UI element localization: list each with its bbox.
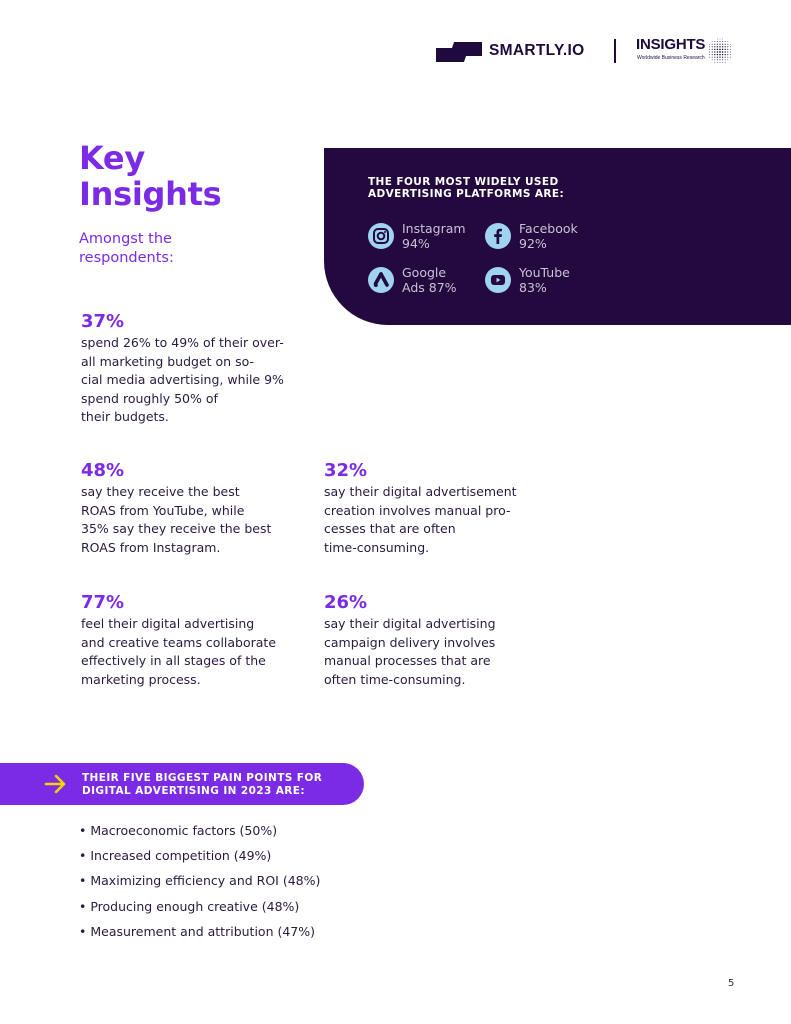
stat-text-line: spend 26% to 49% of their over- [81, 335, 284, 350]
stat-text-line: and creative teams collaborate [81, 634, 277, 650]
google-ads-icon [368, 267, 394, 293]
stat-value: 37% [81, 311, 125, 332]
platforms-panel-title-line1: THE FOUR MOST WIDELY USED [368, 176, 559, 188]
platform-google-ads-share: Ads 87% [402, 280, 457, 295]
platform-google-ads-name: Google [402, 265, 447, 280]
pain-points-list: • Macroeconomic factors (50%) • Increase… [79, 822, 320, 948]
page-subtitle-line2: respondents: [79, 250, 174, 266]
pain-points-title: THEIR FIVE BIGGEST PAIN POINTS FOR DIGIT… [82, 772, 322, 797]
list-item: • Macroeconomic factors (50%) [79, 823, 278, 838]
platform-instagram: Instagram 94% [368, 221, 466, 251]
platform-facebook: Facebook 92% [485, 221, 578, 251]
smartly-brand: SMARTLY.IO [489, 42, 585, 59]
stat-text-line: say their digital advertising [324, 616, 496, 631]
platform-facebook-share: 92% [519, 236, 547, 251]
stat-team-collaboration: 77% feel their digital advertising and c… [81, 593, 276, 689]
list-item: • Increased competition (49%) [79, 848, 272, 864]
stat-ad-creation: 32% say their digital advertisement crea… [324, 461, 517, 557]
stat-text-line: cesses that are often [324, 521, 456, 537]
page-number: 5 [728, 978, 735, 989]
stat-text-line: ROAS from YouTube, while [81, 502, 245, 518]
stat-text-line: manual processes that are [324, 653, 491, 669]
platform-google-ads-label: Google Ads 87% [402, 265, 457, 295]
stat-text-line: effectively in all stages of the [81, 653, 266, 669]
globe-dots-icon [709, 38, 731, 63]
platform-facebook-name: Facebook [519, 221, 578, 236]
insights-brand: INSIGHTS [636, 36, 706, 53]
platform-youtube: YouTube 83% [485, 265, 570, 295]
platform-instagram-share: 94% [402, 236, 430, 251]
list-item: • Producing enough creative (48%) [79, 898, 300, 914]
page-title-line2: Insights [79, 175, 222, 213]
platform-instagram-label: Instagram 94% [402, 221, 466, 251]
facebook-icon [485, 223, 511, 249]
stat-text-line: time-consuming. [324, 539, 430, 555]
stat-value: 32% [324, 460, 368, 481]
page-title-line1: Key [79, 139, 145, 177]
stat-campaign-delivery: 26% say their digital advertising campai… [324, 593, 496, 689]
platforms-panel: THE FOUR MOST WIDELY USED ADVERTISING PL… [324, 148, 791, 325]
stat-text-line: feel their digital advertising [81, 616, 255, 631]
platform-google-ads: Google Ads 87% [368, 265, 457, 295]
stat-text-line: all marketing budget on so- [81, 353, 254, 369]
stat-value: 26% [324, 592, 368, 613]
platform-facebook-label: Facebook 92% [519, 221, 578, 251]
list-item: • Maximizing efficiency and ROI (48%) [79, 873, 321, 889]
stat-text-line: cial media advertising, while 9% [81, 372, 284, 388]
platforms-panel-title-line2: ADVERTISING PLATFORMS ARE: [368, 188, 565, 200]
platform-instagram-name: Instagram [402, 221, 466, 236]
stat-text-line: say they receive the best [81, 484, 240, 499]
stat-budget-share: 37% spend 26% to 49% of their over- all … [81, 312, 284, 427]
page-subtitle-line1: Amongst the [79, 231, 172, 247]
stat-text-line: campaign delivery involves [324, 634, 496, 650]
stat-best-roas: 48% say they receive the best ROAS from … [81, 461, 271, 557]
list-item: • Measurement and attribution (47%) [79, 923, 316, 939]
stat-text-line: ROAS from Instagram. [81, 539, 221, 555]
stat-text-line: often time-consuming. [324, 671, 466, 687]
pain-points-banner: THEIR FIVE BIGGEST PAIN POINTS FOR DIGIT… [0, 763, 364, 805]
platform-youtube-name: YouTube [519, 265, 570, 280]
stat-text-line: creation involves manual pro- [324, 502, 511, 518]
stat-value: 77% [81, 592, 125, 613]
stat-text-line: their budgets. [81, 409, 169, 425]
youtube-icon [485, 267, 511, 293]
stat-text-line: spend roughly 50% of [81, 390, 218, 406]
platform-youtube-label: YouTube 83% [519, 265, 570, 295]
pain-points-title-line1: THEIR FIVE BIGGEST PAIN POINTS FOR [82, 772, 323, 784]
stat-value: 48% [81, 460, 125, 481]
header-divider [614, 39, 616, 63]
platform-youtube-share: 83% [519, 280, 547, 295]
page-title: Key Insights [79, 139, 222, 213]
smartly-logo-icon [436, 42, 482, 62]
stat-text-line: 35% say they receive the best [81, 521, 272, 537]
pain-points-title-line2: DIGITAL ADVERTISING IN 2023 ARE: [82, 784, 305, 797]
stat-text-line: marketing process. [81, 671, 201, 687]
stat-text-line: say their digital advertisement [324, 484, 517, 499]
page-subtitle: Amongst the respondents: [79, 230, 279, 268]
header: SMARTLY.IO INSIGHTS Worldwide Business R… [436, 36, 746, 68]
platforms-panel-title: THE FOUR MOST WIDELY USED ADVERTISING PL… [368, 176, 628, 200]
instagram-icon [368, 223, 394, 249]
insights-tagline: Worldwide Business Research [637, 55, 705, 61]
arrow-right-icon [44, 774, 66, 794]
